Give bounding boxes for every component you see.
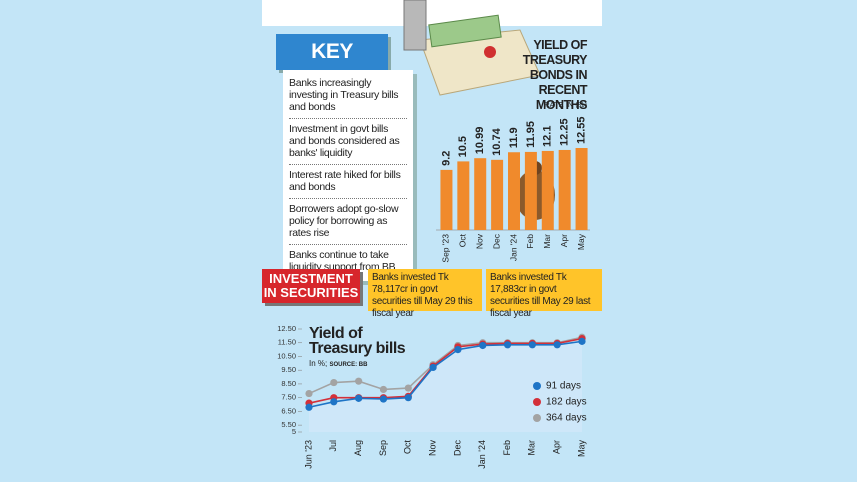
area [309,341,582,432]
x-tick-label: Sep '23 [441,234,451,263]
value-label: 9.2 [440,151,452,166]
y-tick-label: 10.50 [277,351,296,360]
series-line [308,337,583,404]
data-point [553,341,561,349]
legend-label: 91 days [546,381,581,392]
data-point [379,395,388,403]
data-point [578,337,586,345]
value-label: 11.9 [508,127,520,148]
data-point [454,346,462,354]
x-tick-label: Nov [474,233,484,249]
data-point [330,378,338,387]
key-point: Borrowers adopt go-slow policy for borro… [289,199,407,245]
value-label: 12.55 [575,116,587,144]
legend-marker [533,398,541,406]
note: In %; [309,359,328,368]
value-label: 11.95 [525,121,537,148]
data-point [330,398,338,406]
investment-note: Banks invested Tk 17,883cr in govt secur… [486,269,602,319]
legend-marker [533,414,541,422]
x-tick-label: Jun '23 [303,440,313,469]
x-tick-label: Apr [559,234,569,247]
data-point [379,385,388,394]
x-tick-label: Dec [452,440,462,457]
key-point: Banks increasingly investing in Treasury… [289,73,407,119]
bar [575,148,588,230]
x-tick-label: Jan '24 [477,440,487,469]
data-point [429,363,437,372]
data-point [479,341,487,350]
chart-title: Yield of Treasury bills [309,325,406,357]
value-label: 12.25 [559,118,571,146]
x-tick-label: Dec [491,233,501,249]
value-label: 10.99 [474,127,486,155]
investment-title: INVESTMENT IN SECURITIES [262,269,360,303]
legend-marker [533,382,541,390]
data-point [404,384,412,392]
x-tick-label: Feb [525,234,535,249]
legend-label: 364 days [546,413,587,424]
data-point [305,403,313,411]
investment-note: Banks invested Tk 78,117cr in govt secur… [368,269,482,319]
data-point [404,394,412,402]
x-tick-label: Aug [353,440,363,456]
legend-label: 182 days [546,397,587,408]
y-tick-label: 7.50 [281,393,296,402]
bar [508,152,520,230]
x-tick-label: May [576,440,586,458]
data-point [503,341,512,349]
x-tick-label: Sep [378,440,388,456]
chart-title: YIELD OF TREASURY BONDS IN RECENT MONTHS [522,38,588,112]
data-point [355,394,363,402]
bar [457,161,470,230]
y-tick-label: 12.50 [277,324,296,333]
bar [440,169,453,230]
data-point [528,341,536,349]
key-points-title: KEY POINTS [276,34,388,99]
bar [491,159,504,230]
x-tick-label: Nov [427,440,437,457]
x-tick-label: Oct [403,440,413,455]
key-points-list: Banks increasingly investing in Treasury… [283,70,413,281]
chart-subtitle: RATE IN (%) [544,100,587,109]
x-tick-label: Jul [328,440,338,452]
x-tick-label: May [576,233,586,250]
header-strip [262,0,602,26]
bar [558,149,571,230]
value-label: 10.74 [491,127,503,155]
x-tick-label: Jan '24 [508,234,518,261]
key-point: Interest rate hiked for bills and bonds [289,165,407,199]
bar [541,150,554,230]
y-tick-label: 8.50 [281,379,296,388]
y-tick-label: 5.50 [281,420,296,429]
value-label: 10.5 [457,136,469,157]
x-tick-label: Feb [502,440,512,456]
source: SOURCE: BB [329,362,368,368]
x-tick-label: Apr [552,440,562,454]
series-line [308,340,583,409]
chart-subtitle: In %; SOURCE: BB [309,359,367,368]
x-tick-label: Mar [527,440,537,456]
data-point [355,377,363,385]
x-tick-label: Mar [542,234,552,249]
value-label: 12.1 [542,126,554,147]
key-point: Investment in govt bills and bonds consi… [289,119,407,165]
y-tick-label: 6.50 [281,406,296,415]
data-point [305,389,313,398]
y-tick-label: 11.50 [278,338,296,347]
y-tick-label: 9.50 [281,365,296,374]
y-tick-label: 5 [292,427,296,436]
x-tick-label: Oct [458,233,468,247]
bar [474,158,487,230]
bar [524,151,537,230]
